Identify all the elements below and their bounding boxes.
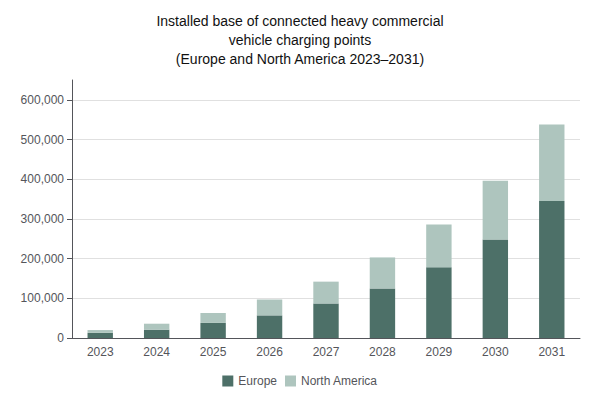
svg-text:2030: 2030	[482, 345, 509, 359]
svg-text:2031: 2031	[538, 345, 565, 359]
svg-text:vehicle charging points: vehicle charging points	[229, 32, 371, 48]
svg-text:2025: 2025	[200, 345, 227, 359]
svg-text:2023: 2023	[87, 345, 114, 359]
svg-text:100,000: 100,000	[21, 291, 65, 305]
svg-text:200,000: 200,000	[21, 252, 65, 266]
svg-text:2027: 2027	[313, 345, 340, 359]
svg-text:300,000: 300,000	[21, 212, 65, 226]
svg-text:2028: 2028	[369, 345, 396, 359]
svg-text:0: 0	[57, 331, 64, 345]
svg-text:2026: 2026	[256, 345, 283, 359]
svg-text:Installed base of connected he: Installed base of connected heavy commer…	[156, 13, 443, 29]
svg-text:500,000: 500,000	[21, 133, 65, 147]
svg-text:North America: North America	[301, 374, 377, 388]
svg-text:600,000: 600,000	[21, 93, 65, 107]
svg-text:Europe: Europe	[238, 374, 277, 388]
svg-text:2024: 2024	[143, 345, 170, 359]
svg-text:400,000: 400,000	[21, 172, 65, 186]
svg-text:(Europe and North America 2023: (Europe and North America 2023–2031)	[176, 51, 424, 67]
svg-text:2029: 2029	[426, 345, 453, 359]
